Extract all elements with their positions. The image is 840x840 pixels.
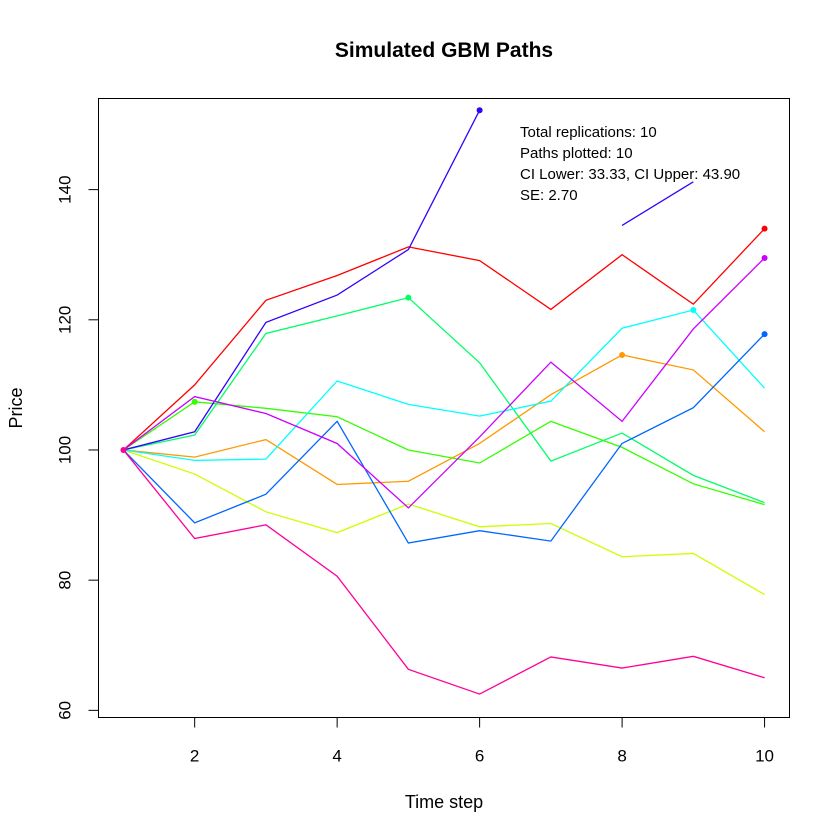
series-line-1 <box>122 228 766 451</box>
x-tick-label: 8 <box>617 747 626 766</box>
y-tick-label: 140 <box>56 175 75 203</box>
chart-title: Simulated GBM Paths <box>335 39 553 62</box>
series-marker-5 <box>405 294 412 301</box>
series-marker-4 <box>191 398 198 405</box>
series-line-8 <box>621 181 694 226</box>
x-axis: 2 4 6 8 10 <box>190 717 774 766</box>
series-line-10 <box>122 449 765 695</box>
series-line-8 <box>123 109 481 451</box>
series-line-5 <box>123 296 765 504</box>
annotation-line: SE: 2.70 <box>520 187 578 204</box>
series-marker-7 <box>761 331 768 338</box>
x-axis-label: Time step <box>405 792 483 812</box>
series-line-2 <box>123 354 765 486</box>
y-axis-label: Price <box>6 387 26 428</box>
series-line-4 <box>123 401 765 506</box>
series-marker-10 <box>120 446 127 453</box>
series-marker-6 <box>690 307 697 314</box>
y-tick-label: 80 <box>56 571 75 590</box>
series-line-7 <box>122 333 766 544</box>
annotation-line: Total replications: 10 <box>520 124 657 141</box>
series-line-3 <box>123 449 765 596</box>
series-marker-8 <box>476 107 483 114</box>
annotation-line: CI Lower: 33.33, CI Upper: 43.90 <box>520 166 740 183</box>
plot-markers <box>120 107 768 453</box>
x-tick-label: 10 <box>755 747 774 766</box>
plot-lines <box>122 109 766 695</box>
annotation-block: Total replications: 10 Paths plotted: 10 C… <box>520 124 740 204</box>
series-line-6 <box>123 309 766 462</box>
x-tick-label: 2 <box>190 747 199 766</box>
plot-frame <box>98 98 790 718</box>
x-tick-label: 6 <box>475 747 484 766</box>
y-tick-label: 60 <box>56 701 75 720</box>
annotation-line: Paths plotted: 10 <box>520 145 633 162</box>
y-tick-label: 120 <box>56 306 75 334</box>
series-line-9 <box>123 257 766 509</box>
series-marker-9 <box>761 254 768 261</box>
series-marker-2 <box>619 351 626 358</box>
series-marker-1 <box>761 225 768 232</box>
y-axis: 60 80 100 120 140 <box>56 175 99 720</box>
x-tick-label: 4 <box>332 747 341 766</box>
y-tick-label: 100 <box>56 436 75 464</box>
